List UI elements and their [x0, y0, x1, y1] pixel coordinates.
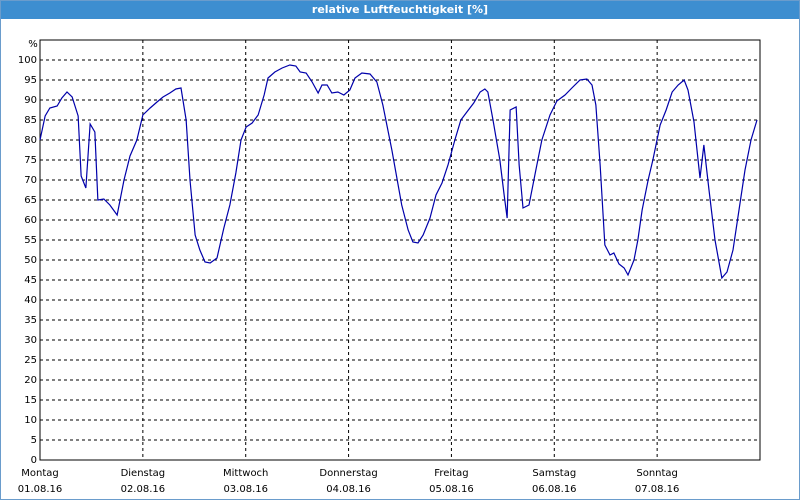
data-line — [39, 64, 758, 280]
y-tick-label: 75 — [24, 155, 37, 166]
y-tick-label: 95 — [24, 75, 37, 86]
x-tick-label: Sonntag — [636, 468, 678, 479]
y-tick-label: 85 — [24, 115, 37, 126]
y-tick-label: 30 — [24, 335, 37, 346]
y-tick-label: 45 — [24, 275, 37, 286]
y-tick-label: 70 — [24, 175, 37, 186]
plot-border — [39, 39, 761, 461]
y-tick-label: 10 — [24, 415, 37, 426]
y-tick-label: 40 — [24, 295, 37, 306]
y-tick-label: 0 — [31, 455, 37, 466]
x-tick-label: Dienstag — [121, 468, 166, 479]
x-tick-date: 03.08.16 — [223, 484, 268, 495]
y-tick-label: 25 — [24, 355, 37, 366]
x-tick-date: 04.08.16 — [326, 484, 371, 495]
y-tick-label: 90 — [24, 95, 37, 106]
y-tick-label: 20 — [24, 375, 37, 386]
y-tick-label: 60 — [24, 215, 37, 226]
x-tick-date: 05.08.16 — [429, 484, 474, 495]
y-tick-label: 55 — [24, 235, 37, 246]
y-tick-label: 15 — [24, 395, 37, 406]
y-tick-label: 80 — [24, 135, 37, 146]
x-tick-label: Montag — [21, 468, 58, 479]
x-tick-date: 01.08.16 — [18, 484, 63, 495]
y-tick-label: 35 — [24, 315, 37, 326]
y-tick-label: 100 — [18, 55, 37, 66]
x-tick-label: Freitag — [434, 468, 468, 479]
x-tick-date: 02.08.16 — [121, 484, 166, 495]
x-tick-date: 07.08.16 — [635, 484, 680, 495]
y-tick-label: 65 — [24, 195, 37, 206]
x-tick-date: 06.08.16 — [532, 484, 577, 495]
x-tick-label: Samstag — [532, 468, 576, 479]
title-bar: relative Luftfeuchtigkeit [%] — [1, 1, 799, 19]
x-tick-label: Donnerstag — [319, 468, 377, 479]
y-tick-label: 5 — [31, 435, 37, 446]
x-tick-label: Mittwoch — [223, 468, 268, 479]
y-axis-label: % — [28, 39, 38, 50]
y-tick-label: 50 — [24, 255, 37, 266]
